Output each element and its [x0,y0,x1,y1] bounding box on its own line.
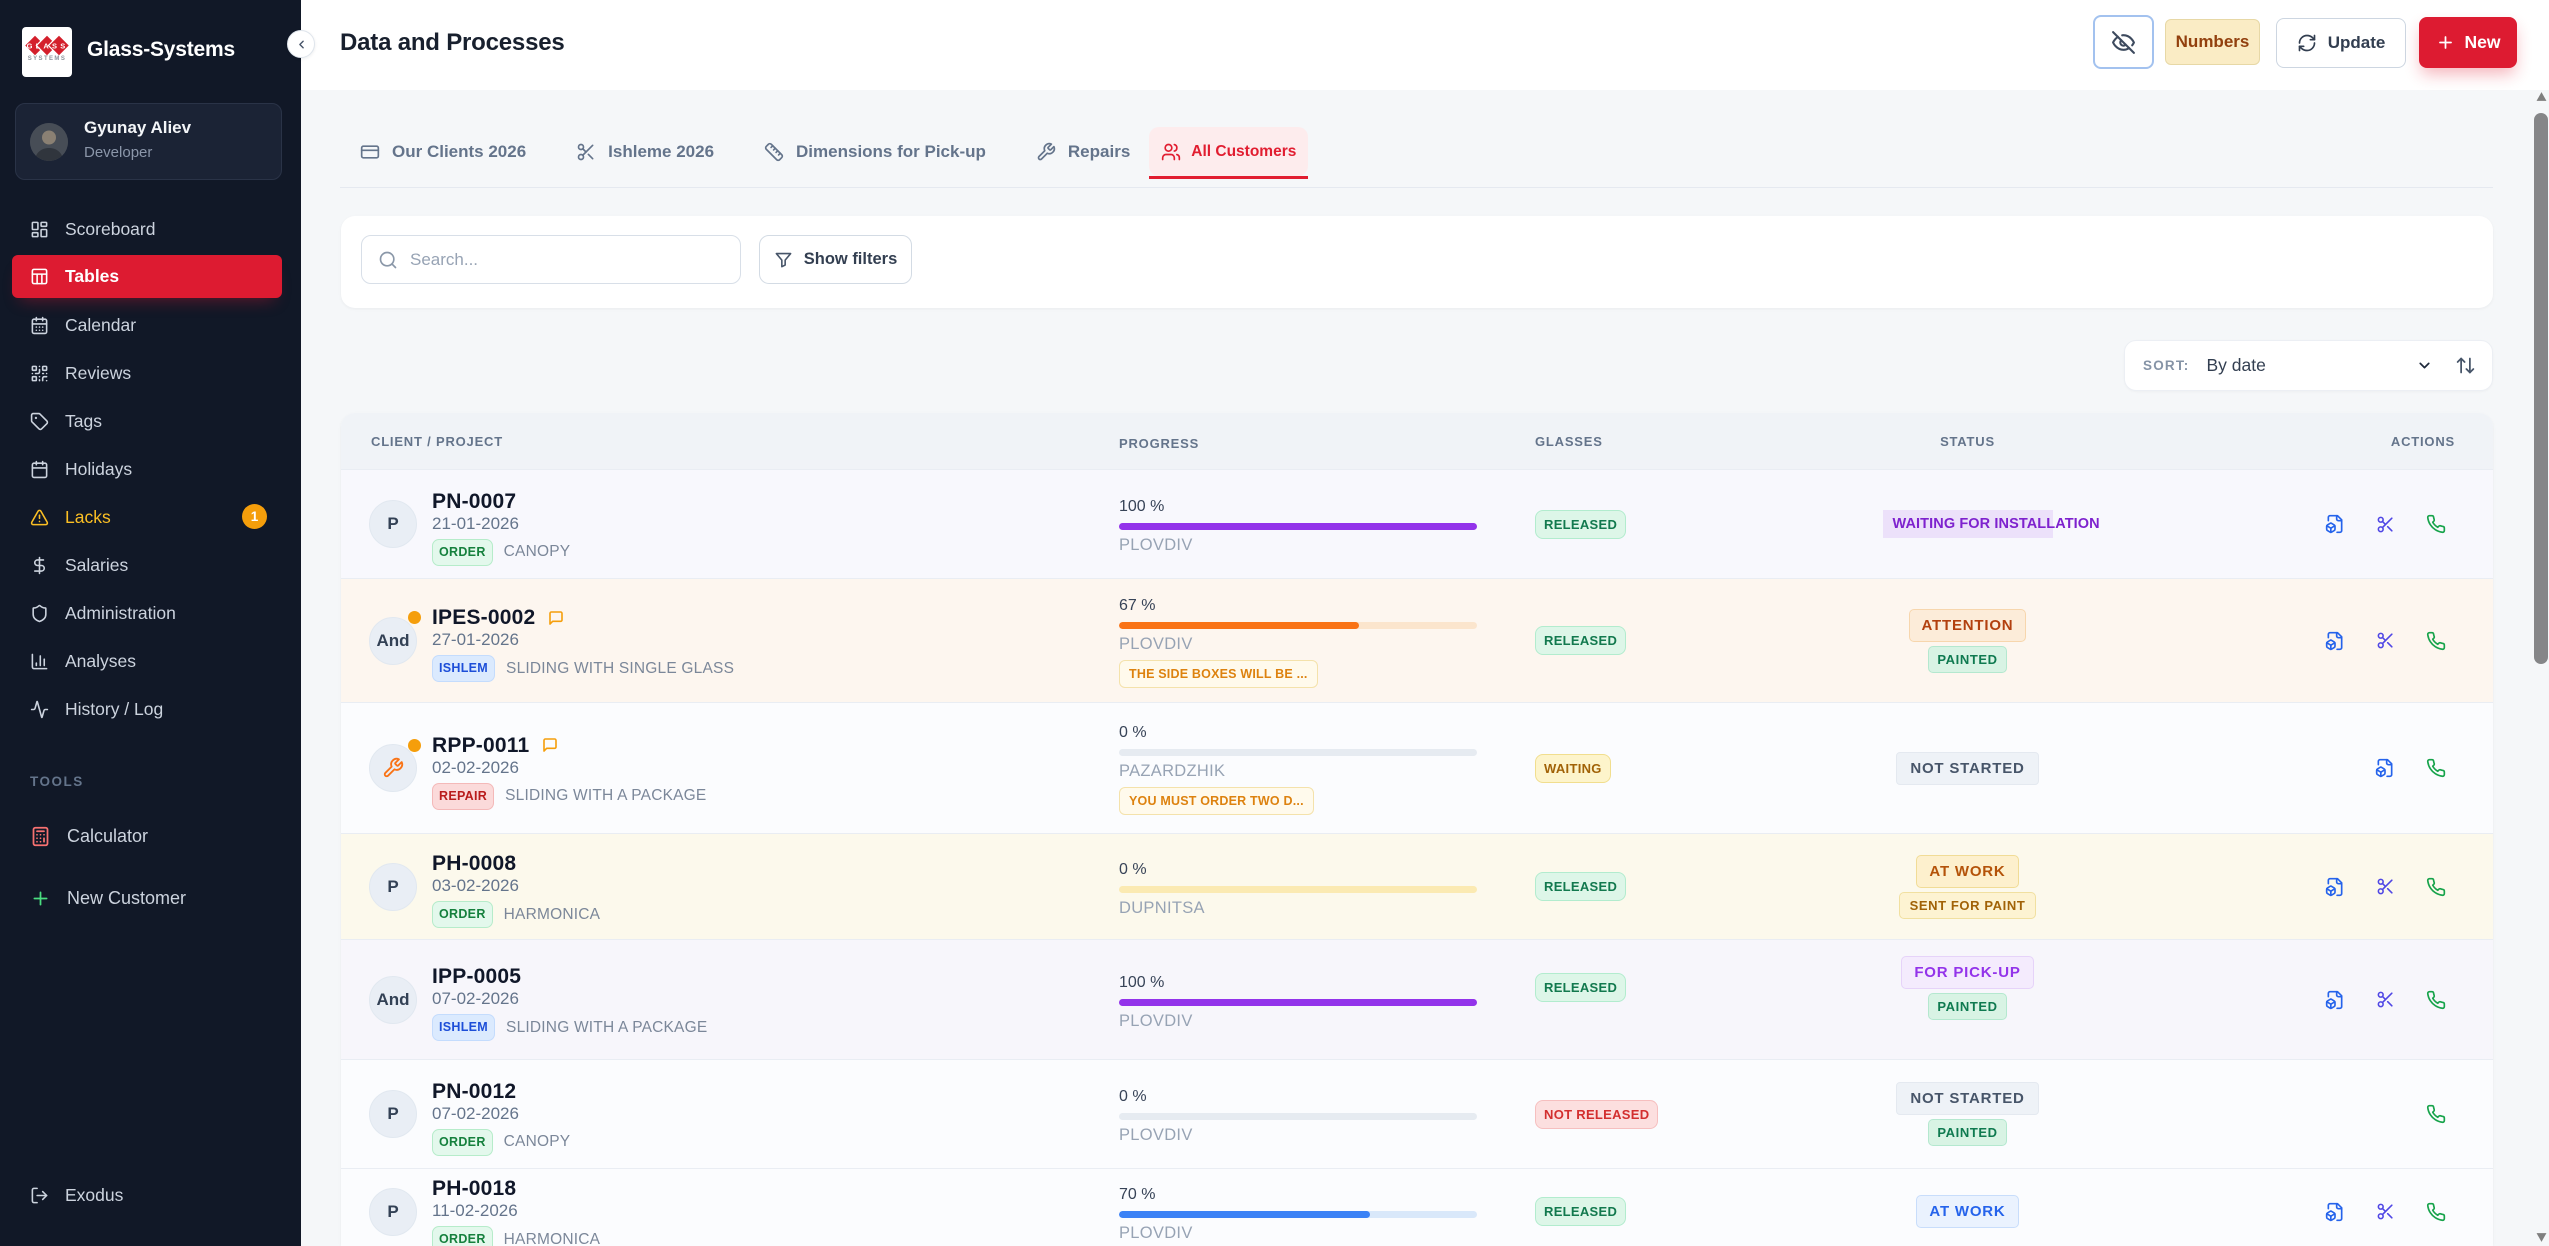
svg-text:SYSTEMS: SYSTEMS [28,56,66,62]
svg-text:GLASS: GLASS [27,42,69,51]
